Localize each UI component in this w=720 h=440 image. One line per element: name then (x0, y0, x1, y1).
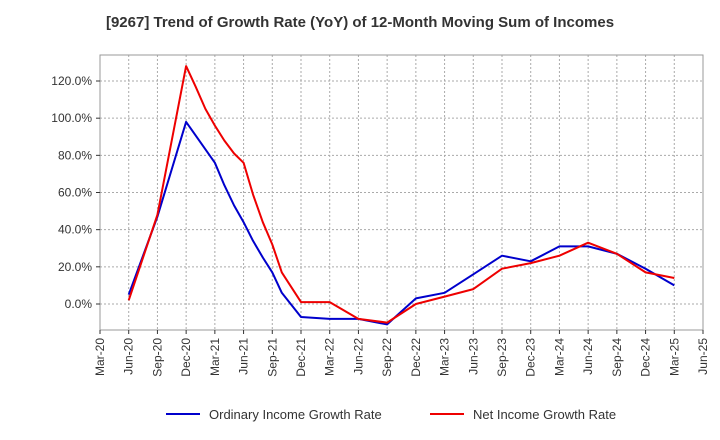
y-tick-label: 60.0% (58, 186, 92, 200)
x-tick-label: Sep-22 (380, 338, 394, 377)
legend-label: Ordinary Income Growth Rate (209, 407, 382, 422)
x-tick-label: Dec-23 (524, 338, 538, 377)
x-tick-label: Dec-20 (179, 338, 193, 377)
y-tick-label: 20.0% (58, 260, 92, 274)
x-tick-label: Mar-22 (323, 338, 337, 376)
y-tick-label: 100.0% (51, 111, 92, 125)
legend: Ordinary Income Growth Rate Net Income Gr… (166, 407, 616, 422)
y-tick-label: 40.0% (58, 223, 92, 237)
x-tick-label: Sep-24 (610, 338, 624, 377)
x-tick-label: Sep-23 (495, 338, 509, 377)
grid (100, 55, 703, 330)
x-tick-label: Dec-24 (639, 338, 653, 377)
x-tick-label: Jun-20 (122, 338, 136, 375)
x-tick-label: Jun-24 (581, 338, 595, 375)
y-tick-label: 0.0% (65, 297, 93, 311)
x-tick-label: Dec-22 (409, 338, 423, 377)
y-tick-label: 80.0% (58, 148, 92, 162)
x-tick-label: Mar-25 (667, 338, 681, 376)
y-axis: 0.0% 20.0% 40.0% 60.0% 80.0% 100.0% 120.0% (51, 74, 100, 311)
x-tick-label: Mar-20 (93, 338, 107, 376)
x-tick-label: Jun-21 (237, 338, 251, 375)
chart-title: [9267] Trend of Growth Rate (YoY) of 12-… (105, 14, 615, 31)
legend-label: Net Income Growth Rate (473, 407, 616, 422)
y-tick-label: 120.0% (51, 74, 92, 88)
x-tick-label: Mar-21 (208, 338, 222, 376)
x-tick-label: Mar-24 (552, 338, 566, 376)
x-tick-label: Sep-21 (265, 338, 279, 377)
x-tick-label: Jun-23 (466, 338, 480, 375)
x-tick-label: Jun-25 (696, 338, 710, 375)
x-tick-label: Jun-22 (351, 338, 365, 375)
series-line-net-income (127, 65, 675, 324)
series-layer (127, 65, 675, 326)
x-axis: Mar-20 Jun-20 Sep-20 Dec-20 Mar-21 Jun-21 Sep-… (93, 330, 710, 377)
series-line-ordinary-income (127, 120, 675, 326)
x-tick-label: Dec-21 (294, 338, 308, 377)
x-tick-label: Mar-23 (438, 338, 452, 376)
x-tick-label: Sep-20 (150, 338, 164, 377)
